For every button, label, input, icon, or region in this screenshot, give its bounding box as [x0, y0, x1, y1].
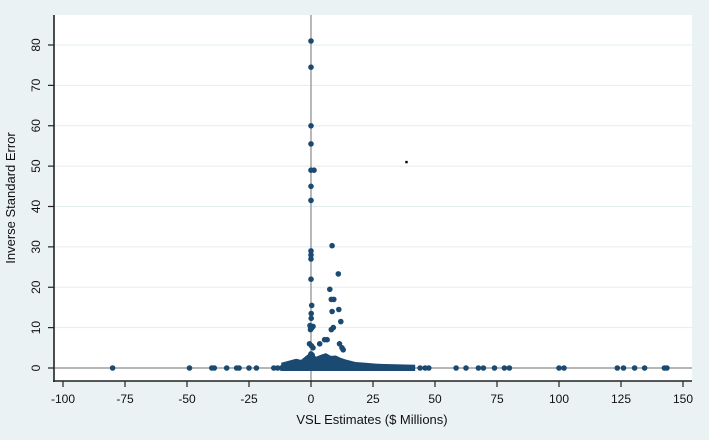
- x-tick-label: 25: [366, 392, 380, 406]
- data-point: [453, 365, 459, 371]
- data-point: [308, 302, 315, 309]
- data-point: [308, 123, 314, 129]
- x-axis-ticks: -100 -75 -50 -25 0 25 50 75 100 125 150: [51, 381, 693, 406]
- x-tick-label: 0: [308, 392, 315, 406]
- data-point: [310, 345, 316, 351]
- data-point: [308, 197, 314, 204]
- dense-point-band: [281, 351, 416, 371]
- plot-area: [54, 15, 692, 381]
- x-tick-label: -100: [51, 392, 75, 406]
- data-point: [614, 365, 621, 371]
- data-point: [309, 352, 316, 358]
- data-point: [631, 365, 638, 371]
- data-point: [340, 347, 347, 353]
- data-point: [561, 365, 567, 371]
- y-tick-label: 40: [29, 200, 43, 214]
- data-point: [501, 365, 508, 371]
- data-point: [308, 141, 314, 147]
- data-point: [641, 365, 648, 371]
- x-tick-label: 75: [490, 392, 504, 406]
- gridlines: [54, 44, 692, 329]
- data-point: [506, 365, 513, 371]
- x-axis-label: VSL Estimates ($ Millions): [296, 412, 447, 427]
- data-point: [338, 318, 344, 325]
- data-point: [463, 365, 469, 371]
- y-axis-label: Inverse Standard Error: [3, 132, 18, 264]
- data-point: [316, 341, 323, 347]
- data-point: [308, 256, 314, 262]
- data-point: [246, 365, 252, 371]
- data-point: [109, 365, 116, 371]
- data-point: [329, 242, 335, 249]
- data-point: [308, 276, 314, 283]
- x-tick-label: 150: [673, 392, 693, 406]
- data-point: [308, 248, 314, 254]
- y-axis-ticks: 0 10 20 30 40 50 60 70 80: [29, 38, 54, 371]
- data-point: [475, 365, 482, 371]
- x-tick-label: -25: [240, 392, 258, 406]
- x-tick-label: 125: [611, 392, 631, 406]
- data-point: [308, 38, 314, 44]
- data-point: [308, 315, 315, 322]
- y-tick-label: 20: [29, 280, 43, 294]
- data-point: [491, 365, 498, 371]
- data-point: [308, 310, 315, 317]
- y-tick-label: 60: [29, 119, 43, 133]
- data-point: [186, 365, 193, 371]
- dense-cluster-shape: [281, 351, 416, 371]
- data-point: [335, 271, 342, 277]
- data-point: [480, 365, 487, 371]
- y-tick-label: 30: [29, 240, 43, 254]
- data-point: [336, 306, 342, 313]
- data-point: [211, 365, 218, 371]
- data-point: [324, 336, 330, 343]
- data-points: [109, 38, 670, 371]
- data-point: [311, 167, 317, 173]
- x-tick-label: -50: [178, 392, 196, 406]
- x-tick-label: -75: [116, 392, 134, 406]
- data-point: [330, 324, 337, 331]
- x-tick-label: 50: [428, 392, 442, 406]
- data-point: [331, 296, 337, 303]
- data-point: [426, 365, 432, 371]
- annotation-dot: [405, 160, 408, 164]
- stray-dot: [405, 160, 408, 164]
- y-tick-label: 50: [29, 159, 43, 173]
- y-tick-label: 10: [29, 321, 43, 335]
- data-point: [417, 365, 423, 371]
- data-point: [278, 365, 285, 371]
- data-point: [236, 365, 242, 371]
- y-tick-label: 70: [29, 78, 43, 92]
- data-point: [308, 64, 314, 70]
- x-tick-label: 100: [549, 392, 569, 406]
- data-point: [223, 365, 230, 371]
- data-point: [556, 365, 562, 371]
- data-point: [253, 365, 260, 371]
- data-point: [336, 341, 343, 347]
- data-point: [329, 308, 335, 315]
- y-tick-label: 80: [29, 38, 43, 52]
- data-point: [620, 365, 627, 371]
- data-point: [327, 286, 333, 293]
- data-point: [308, 252, 314, 258]
- data-point: [308, 183, 314, 190]
- y-tick-label: 0: [29, 364, 43, 371]
- data-point: [307, 326, 314, 333]
- data-point: [664, 365, 670, 371]
